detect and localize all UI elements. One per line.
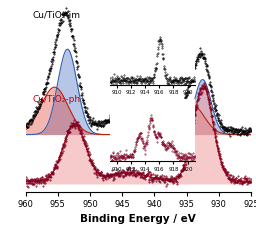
X-axis label: Binding Energy / eV: Binding Energy / eV	[80, 213, 196, 223]
Text: Cu/TiO₂-im: Cu/TiO₂-im	[32, 10, 80, 19]
Text: Cu/TiO₂-ph: Cu/TiO₂-ph	[32, 94, 80, 103]
